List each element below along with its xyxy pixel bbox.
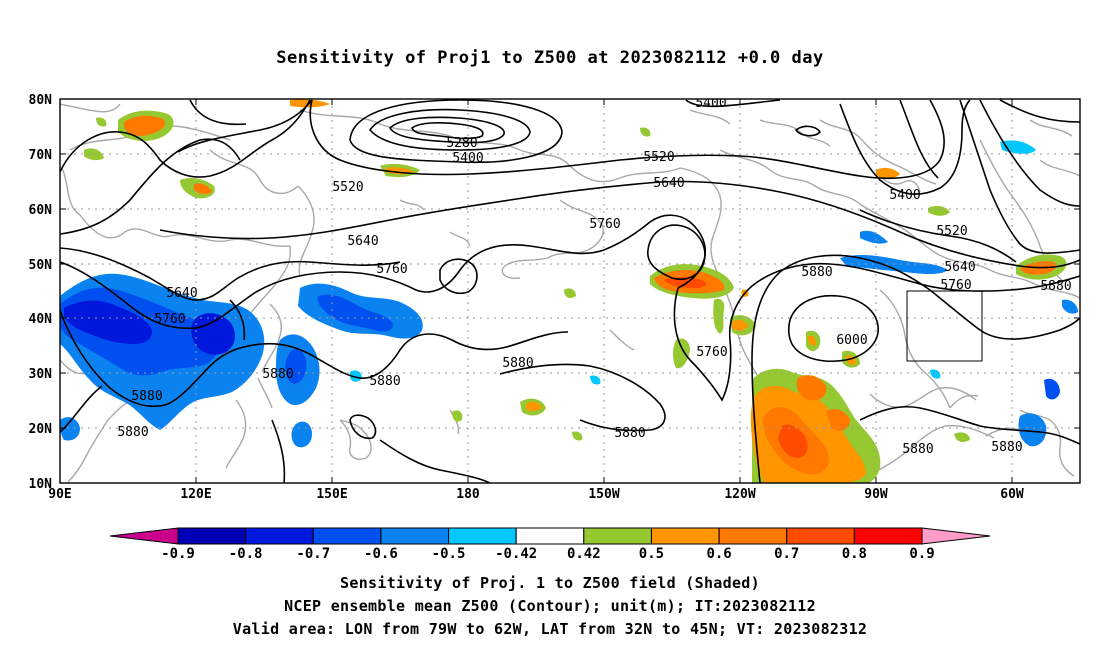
contour-label-5640-c: 5640 xyxy=(944,260,975,275)
contour-label-5880-h: 5880 xyxy=(614,426,645,441)
contour-label-5520-c: 5520 xyxy=(936,224,967,239)
contour-label-5880-c: 5880 xyxy=(502,356,533,371)
chart-title: Sensitivity of Proj1 to Z500 at 20230821… xyxy=(276,48,824,68)
caption-line-1: Sensitivity of Proj. 1 to Z500 field (Sh… xyxy=(340,574,760,592)
colorbar-label: 0.9 xyxy=(909,546,934,562)
colorbar-cell xyxy=(853,527,923,545)
colorbar-label: 0.6 xyxy=(706,546,731,562)
z500-contours xyxy=(60,99,1080,483)
colorbar-cell xyxy=(515,527,585,545)
contour-label-5400-b: 5400 xyxy=(452,151,483,166)
map-frame xyxy=(59,98,1081,484)
colorbar-label: -0.42 xyxy=(495,546,537,562)
lon-label: 150E xyxy=(316,487,347,502)
colorbar-cell xyxy=(312,527,382,545)
colorbar-cell xyxy=(650,527,720,545)
colorbar-cell xyxy=(786,527,855,545)
contour-labels: 5400 5280 5400 5520 5520 5640 5400 5520 … xyxy=(117,96,1071,457)
lon-label: 90E xyxy=(48,487,71,502)
lon-label: 90W xyxy=(864,487,888,502)
lat-label: 50N xyxy=(29,258,53,273)
contour-label-5880-j: 5880 xyxy=(991,440,1022,455)
map-gridlines xyxy=(60,99,1080,483)
colorbar-label: -0.5 xyxy=(432,546,466,562)
latitude-labels: 80N 70N 60N 50N 40N 30N 20N 10N xyxy=(29,93,53,492)
lon-label: 120W xyxy=(724,487,755,502)
colorbar-cell xyxy=(177,527,247,545)
lon-label: 60W xyxy=(1000,487,1024,502)
colorbar-cell xyxy=(718,527,788,545)
contour-label-5760-d: 5760 xyxy=(154,312,185,327)
lat-label: 20N xyxy=(29,422,53,437)
colorbar-label: 0.8 xyxy=(842,546,867,562)
contour-label-5640-d: 5640 xyxy=(166,286,197,301)
lat-label: 60N xyxy=(29,203,53,218)
colorbar-label: 0.7 xyxy=(774,546,799,562)
lat-label: 40N xyxy=(29,312,53,327)
colorbar-label: 0.5 xyxy=(639,546,664,562)
contour-label-5640-a: 5640 xyxy=(653,176,684,191)
contour-label-5880-i: 5880 xyxy=(902,442,933,457)
colorbar-label: 0.42 xyxy=(567,546,601,562)
contour-label-5880-d: 5880 xyxy=(262,367,293,382)
contour-label-6000: 6000 xyxy=(836,333,867,348)
colorbar-high-end xyxy=(921,527,991,545)
contour-label-5400-a: 5400 xyxy=(695,96,726,111)
caption-line-2: NCEP ensemble mean Z500 (Contour); unit(… xyxy=(284,597,816,615)
colorbar-label: -0.9 xyxy=(161,546,195,562)
lat-label: 80N xyxy=(29,93,53,108)
contour-label-5280: 5280 xyxy=(446,136,477,151)
colorbar-label: -0.7 xyxy=(296,546,330,562)
contour-label-5760-c: 5760 xyxy=(940,278,971,293)
contour-label-5520-a: 5520 xyxy=(332,180,363,195)
contour-label-5880-b: 5880 xyxy=(1040,279,1071,294)
colorbar-low-end xyxy=(109,527,179,545)
contour-label-5760-b: 5760 xyxy=(376,262,407,277)
lat-label: 10N xyxy=(29,477,53,492)
longitude-labels: 90E 120E 150E 180 150W 120W 90W 60W xyxy=(48,487,1024,502)
contour-label-5880-f: 5880 xyxy=(131,389,162,404)
colorbar-cell xyxy=(448,527,517,545)
contour-label-5760-a: 5760 xyxy=(589,217,620,232)
contour-label-5880-e: 5880 xyxy=(369,374,400,389)
contour-label-5640-b: 5640 xyxy=(347,234,378,249)
colorbar-label: -0.8 xyxy=(229,546,263,562)
colorbar: -0.9 -0.8 -0.7 -0.6 -0.5 -0.42 0.42 0.5 0.6 0.7 0.… xyxy=(109,527,991,562)
lat-label: 30N xyxy=(29,367,53,382)
colorbar-cell xyxy=(245,527,314,545)
contour-label-5880-g: 5880 xyxy=(117,425,148,440)
contour-label-5520-b: 5520 xyxy=(643,150,674,165)
negative-sensitivity-shading xyxy=(60,140,1078,448)
colorbar-label: -0.6 xyxy=(364,546,398,562)
caption-line-3: Valid area: LON from 79W to 62W, LAT fro… xyxy=(232,620,868,638)
contour-label-5760-e: 5760 xyxy=(696,345,727,360)
valid-area-box xyxy=(906,290,983,362)
lon-label: 120E xyxy=(180,487,211,502)
lon-label: 150W xyxy=(588,487,619,502)
map-ticks xyxy=(60,98,1080,484)
contour-label-5880-a: 5880 xyxy=(801,265,832,280)
lat-label: 70N xyxy=(29,148,53,163)
colorbar-cell xyxy=(583,527,652,545)
contour-label-5400-c: 5400 xyxy=(889,188,920,203)
colorbar-cell xyxy=(380,527,450,545)
lon-label: 180 xyxy=(456,487,480,502)
